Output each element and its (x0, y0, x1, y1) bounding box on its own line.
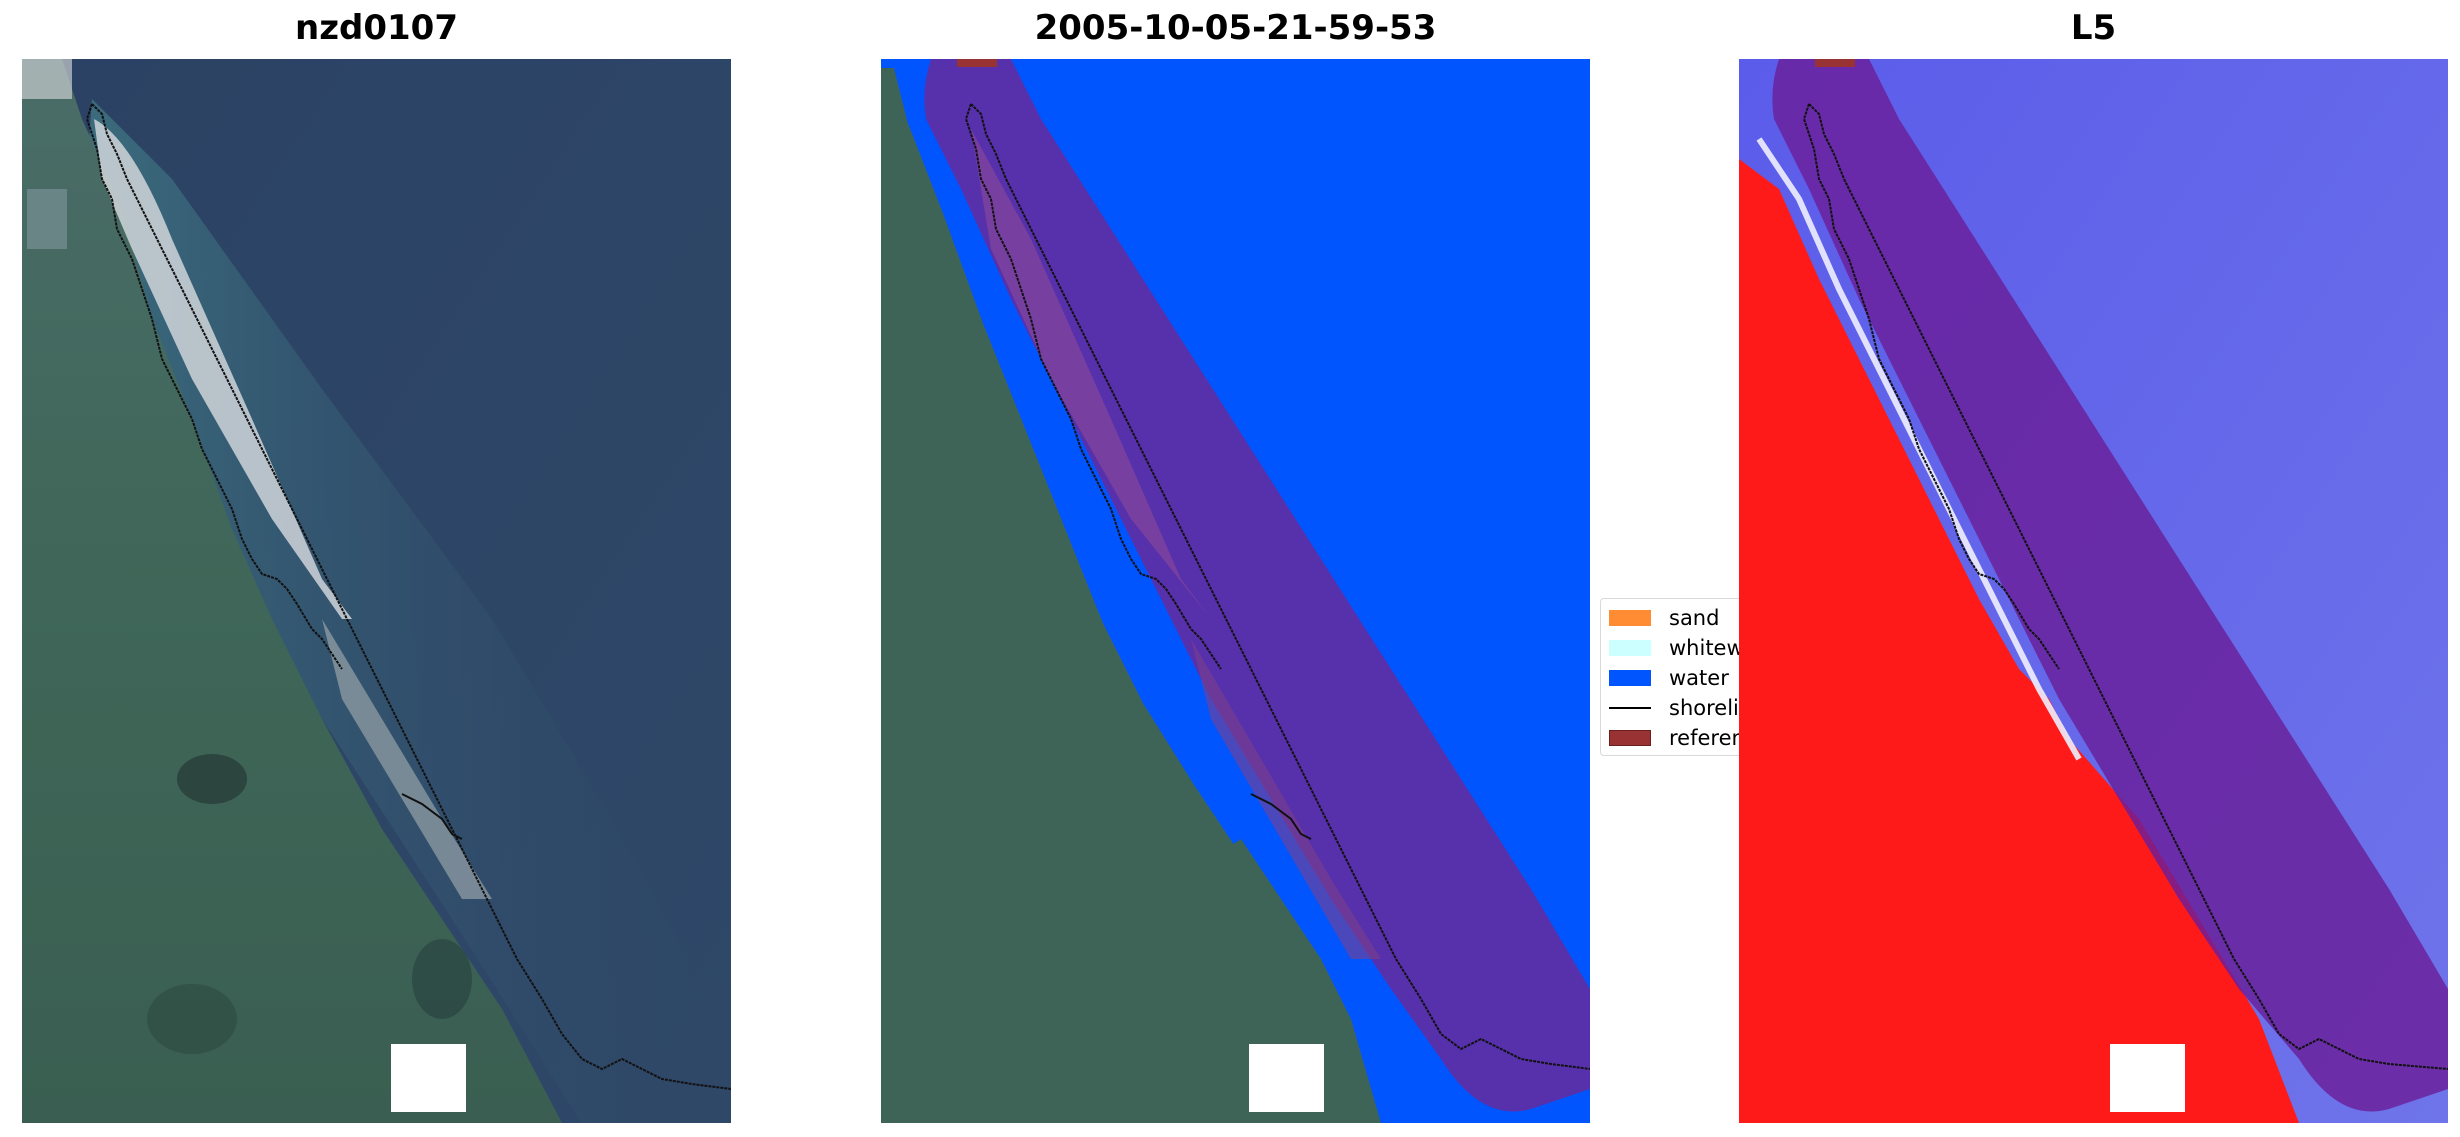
legend-swatch-water (1609, 670, 1651, 686)
shoreline (1802, 103, 2060, 670)
legend-label: reference (1669, 726, 1739, 750)
legend-line-shoreline (1609, 707, 1651, 709)
urban-patch (22, 59, 72, 99)
land-area (881, 59, 1249, 844)
legend-label: water (1669, 666, 1729, 690)
legend-item-reference: reference (1609, 725, 1739, 751)
dark-vegetation (147, 984, 237, 1054)
index-image (1739, 59, 2448, 1123)
urban-patch (27, 189, 67, 249)
classified-image (881, 59, 1590, 1123)
nodata-mask (391, 1044, 466, 1112)
classified-image-panel (881, 59, 1590, 1123)
reference-buffer (1772, 59, 2448, 1112)
land-area (22, 59, 562, 1123)
legend-item-water: water (1609, 665, 1729, 691)
legend-swatch-whitewater (1609, 640, 1651, 656)
legend-swatch-sand (1609, 610, 1651, 626)
index-surf-zone (1756, 137, 2082, 761)
shoreline (401, 793, 463, 840)
legend-label: shoreline (1669, 696, 1739, 720)
land-area (881, 59, 1381, 1123)
shoreline (1808, 103, 2448, 1070)
shoreline (964, 103, 1222, 670)
panel-title-date: 2005-10-05-21-59-53 (1034, 8, 1437, 48)
beach-highlight (971, 129, 1211, 619)
legend-swatch-reference (1609, 730, 1651, 746)
legend-item-shoreline: shoreline (1609, 695, 1739, 721)
index-image-panel (1739, 59, 2448, 1123)
rgb-image (22, 59, 731, 1123)
nodata-mask (1249, 1044, 1324, 1112)
nearshore-water (82, 99, 731, 1123)
legend-label: sand (1669, 606, 1720, 630)
rgb-image-panel (22, 59, 731, 1123)
reference-buffer (924, 59, 1590, 1112)
legend-item-sand: sand (1609, 605, 1719, 631)
shoreline (1250, 793, 1312, 840)
shoreline (970, 103, 1590, 1070)
dark-vegetation (412, 939, 472, 1019)
reference-marker (957, 59, 997, 67)
panel-title-satellite: L5 (2070, 8, 2117, 48)
index-land-area (1739, 159, 2299, 1123)
dark-vegetation (177, 754, 247, 804)
reference-marker (1815, 59, 1855, 67)
shoreline (85, 103, 343, 670)
nodata-mask (2110, 1044, 2185, 1112)
panel-title-rgb: nzd0107 (295, 8, 458, 48)
